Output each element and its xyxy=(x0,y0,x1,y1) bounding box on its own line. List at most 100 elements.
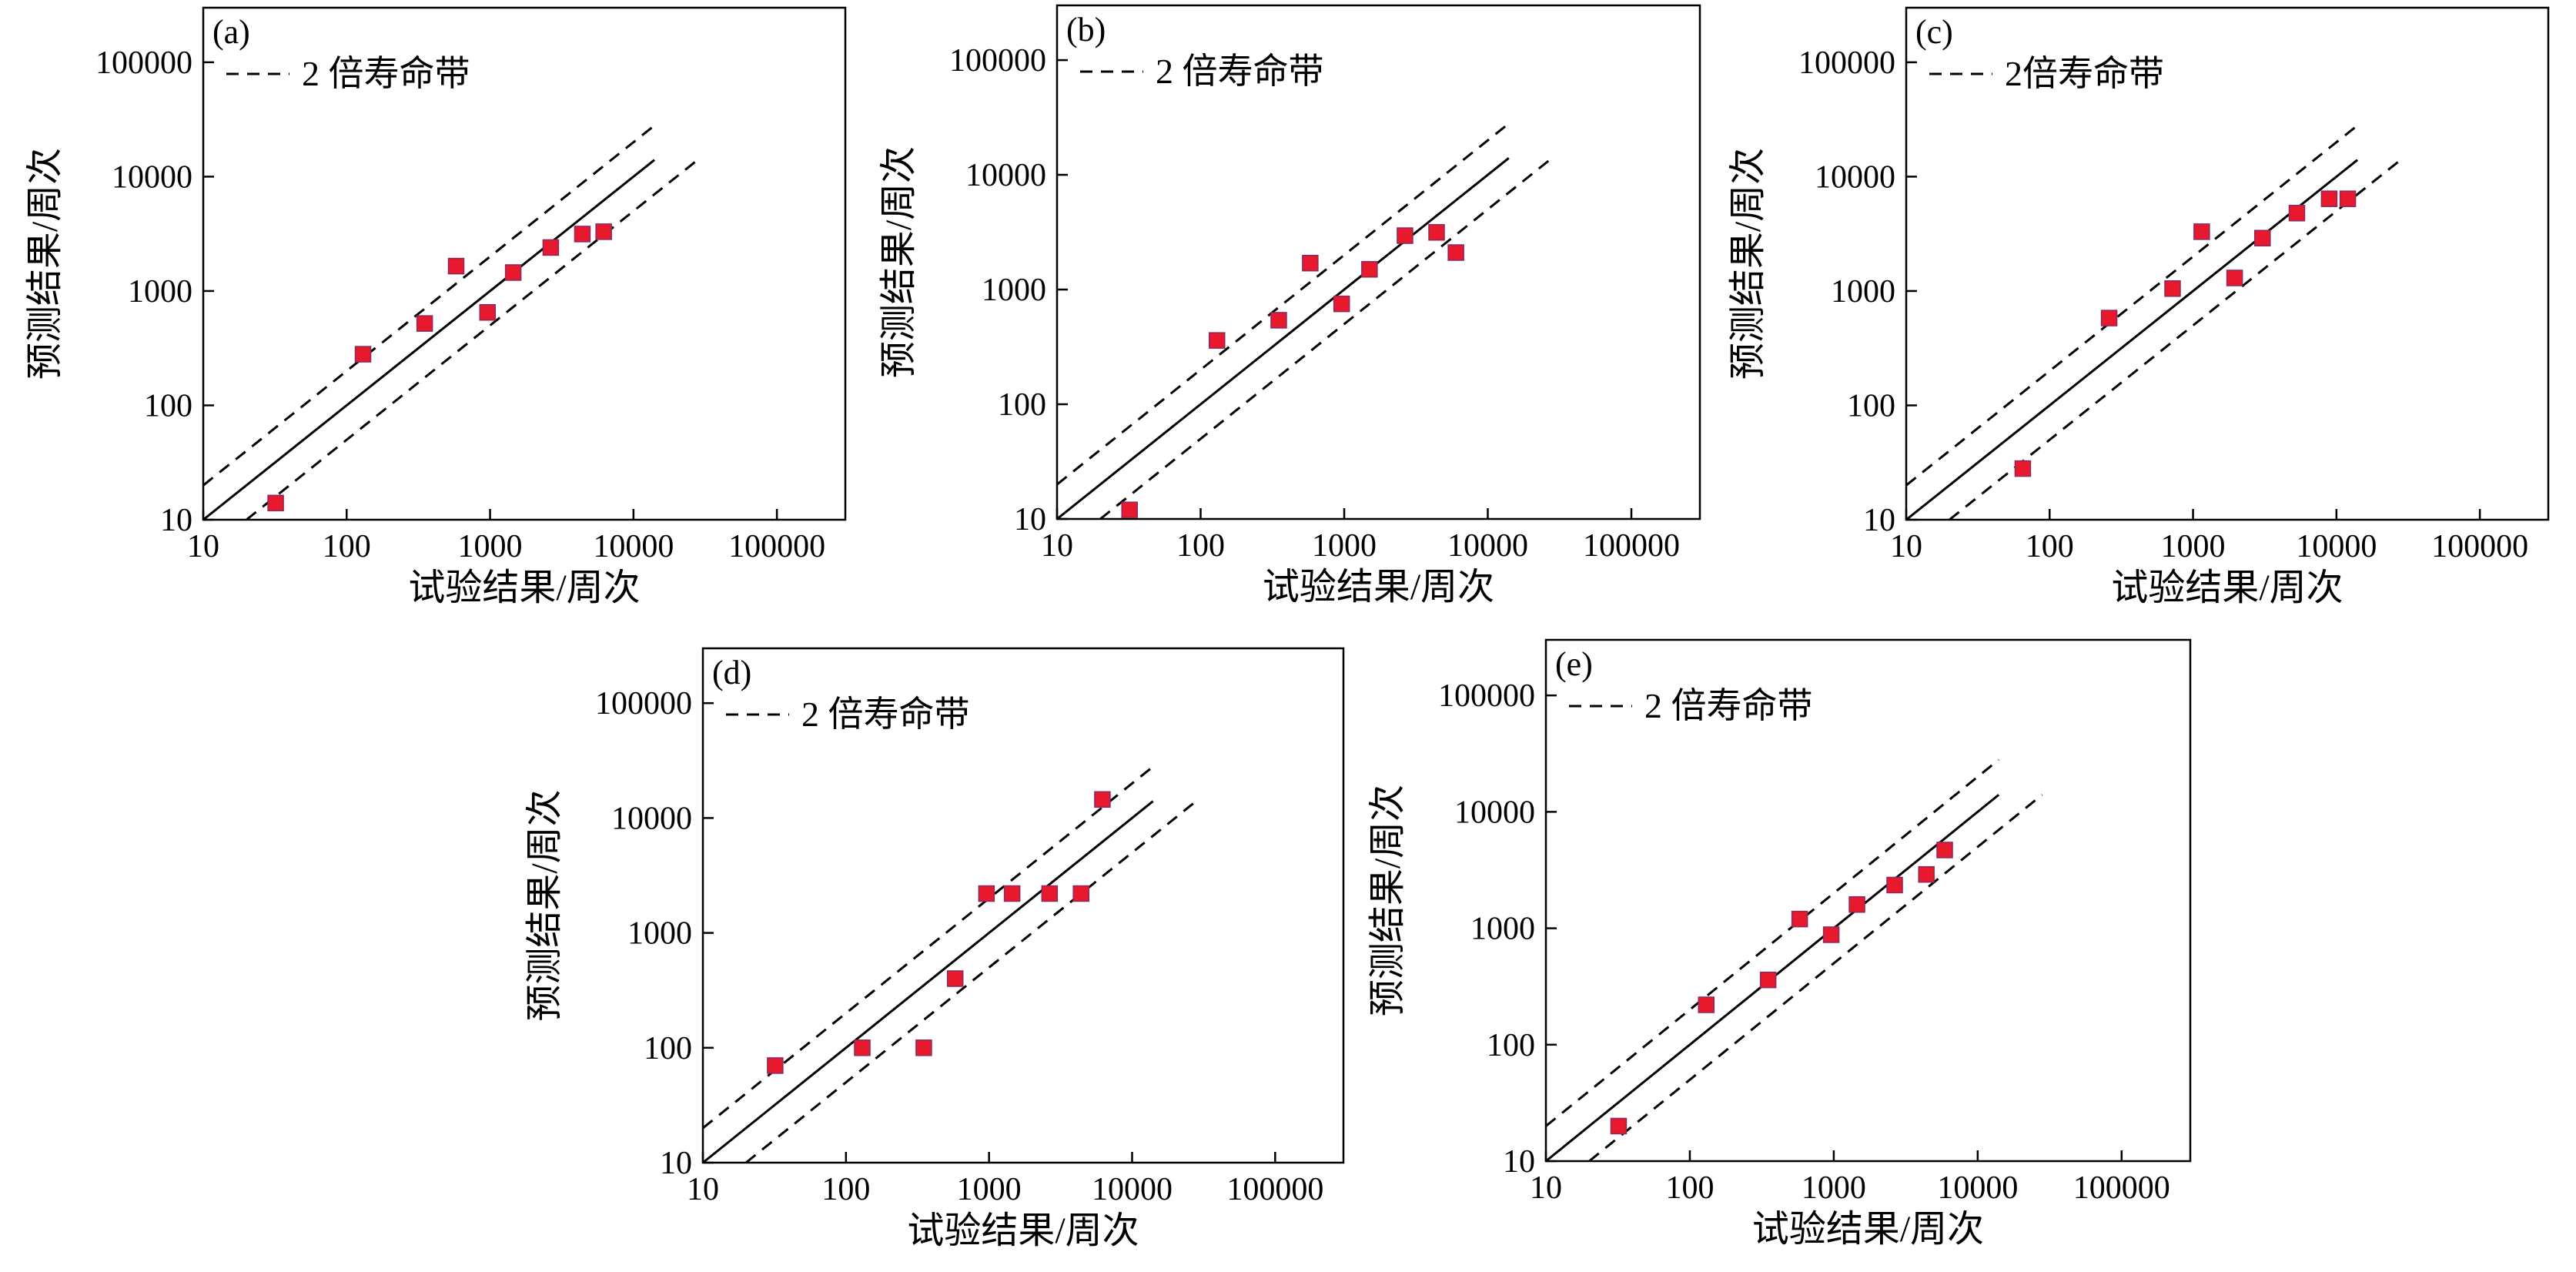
data-point xyxy=(978,885,995,902)
x-tick-label: 100000 xyxy=(1226,1172,1323,1207)
data-point xyxy=(1791,910,1808,928)
y-tick-label: 100 xyxy=(144,388,192,423)
legend-label: 2 倍寿命带 xyxy=(1156,52,1324,91)
data-point xyxy=(1428,224,1445,241)
legend-label: 2 倍寿命带 xyxy=(1644,686,1813,725)
data-point xyxy=(542,239,560,256)
lower-band-line xyxy=(1588,794,2043,1161)
data-point xyxy=(504,264,522,281)
data-point xyxy=(1361,261,1378,278)
data-point xyxy=(1848,895,1865,913)
data-point xyxy=(1759,971,1777,989)
panel-label: (b) xyxy=(1066,11,1106,49)
data-point xyxy=(595,223,612,240)
y-axis-label: 预测结果/周次 xyxy=(524,789,565,1021)
y-tick-label: 100 xyxy=(1847,388,1895,423)
x-tick-label: 100 xyxy=(2026,529,2074,564)
legend-label: 2倍寿命带 xyxy=(2005,54,2164,93)
x-tick-label: 10 xyxy=(1530,1170,1562,1206)
y-tick-label: 100000 xyxy=(95,45,192,81)
plot-frame xyxy=(1544,638,2192,1163)
data-point xyxy=(1936,842,1953,859)
plot-frame xyxy=(202,6,847,521)
data-point xyxy=(1072,885,1089,902)
data-point xyxy=(2193,223,2210,240)
data-point xyxy=(1918,865,1935,883)
y-tick-label: 10000 xyxy=(1454,795,1535,830)
x-tick-label: 1000 xyxy=(1802,1170,1866,1206)
y-tick-label: 100000 xyxy=(1438,678,1535,714)
identity-line xyxy=(703,800,1154,1163)
y-tick-label: 10000 xyxy=(611,801,692,836)
lower-band-line xyxy=(745,800,1197,1163)
x-tick-label: 10000 xyxy=(1447,528,1528,564)
x-axis-label: 试验结果/周次 xyxy=(1752,1209,1984,1250)
panel-label: (c) xyxy=(1915,13,1953,51)
x-tick-label: 1000 xyxy=(957,1172,1022,1207)
data-point xyxy=(416,315,433,332)
data-point xyxy=(354,346,372,363)
data-point xyxy=(1698,996,1715,1013)
upper-band-line xyxy=(1906,124,2358,487)
x-tick-label: 100 xyxy=(1665,1170,1714,1206)
upper-band-line xyxy=(703,765,1154,1130)
x-tick-label: 1000 xyxy=(458,529,523,564)
data-point xyxy=(854,1039,871,1056)
x-tick-label: 1000 xyxy=(1312,528,1377,564)
y-tick-label: 10000 xyxy=(1815,159,1895,195)
identity-line xyxy=(1906,159,2358,520)
y-tick-label: 1000 xyxy=(1831,274,1895,310)
data-point xyxy=(915,1039,932,1056)
data-point xyxy=(267,494,284,512)
y-tick-label: 10 xyxy=(1503,1144,1535,1180)
x-tick-label: 100000 xyxy=(2073,1170,2170,1206)
y-tick-label: 100 xyxy=(644,1031,692,1066)
data-point xyxy=(1610,1117,1628,1135)
data-point xyxy=(1397,227,1413,244)
x-tick-label: 10000 xyxy=(1092,1172,1173,1207)
data-point xyxy=(1121,501,1138,518)
x-axis-label: 试验结果/周次 xyxy=(907,1210,1139,1251)
panel-2: 10 100 1000 10000 100000 10 100 1000 10000 100000… xyxy=(878,4,1701,608)
x-tick-label: 1000 xyxy=(2161,529,2226,564)
upper-band-line xyxy=(1546,758,2000,1127)
lower-band-line xyxy=(1949,159,2402,520)
data-point xyxy=(574,226,591,243)
y-tick-label: 100000 xyxy=(595,686,692,721)
data-point xyxy=(2100,310,2118,326)
data-point xyxy=(2288,204,2306,222)
plot-frame xyxy=(1055,4,1701,521)
lower-band-line xyxy=(1099,157,1553,519)
y-tick-label: 10 xyxy=(660,1146,692,1181)
x-tick-label: 10000 xyxy=(2296,529,2377,564)
data-point xyxy=(1003,885,1021,902)
y-tick-label: 100 xyxy=(1487,1028,1535,1063)
x-tick-label: 100000 xyxy=(2431,529,2528,564)
x-tick-label: 10000 xyxy=(1937,1170,2018,1206)
x-tick-label: 100000 xyxy=(1583,528,1680,564)
data-point xyxy=(1302,254,1319,272)
data-point xyxy=(1270,312,1287,329)
panel-1: 10 100 1000 10000 100000 10 100 1000 10000 100000… xyxy=(25,6,847,608)
y-tick-label: 10 xyxy=(1863,503,1895,538)
x-axis-label: 试验结果/周次 xyxy=(1263,567,1494,608)
data-point xyxy=(2164,280,2181,297)
y-tick-label: 1000 xyxy=(627,916,692,952)
x-tick-label: 10 xyxy=(687,1172,719,1207)
data-point xyxy=(1209,332,1226,349)
y-axis-label: 预测结果/周次 xyxy=(1728,148,1768,380)
data-point xyxy=(2014,460,2032,477)
y-tick-label: 1000 xyxy=(128,274,192,310)
legend-label: 2 倍寿命带 xyxy=(302,54,470,93)
data-point xyxy=(767,1057,784,1074)
panel-label: (d) xyxy=(712,654,751,691)
panel-label: (a) xyxy=(212,13,250,51)
panel-5: 10 100 1000 10000 100000 10 100 1000 10000 100000… xyxy=(1367,638,2192,1250)
y-tick-label: 100 xyxy=(998,387,1046,423)
data-point xyxy=(2339,190,2357,207)
y-tick-label: 10000 xyxy=(965,158,1046,193)
data-point xyxy=(1447,244,1464,261)
x-tick-label: 10 xyxy=(1890,529,1922,564)
data-point xyxy=(1041,885,1059,902)
